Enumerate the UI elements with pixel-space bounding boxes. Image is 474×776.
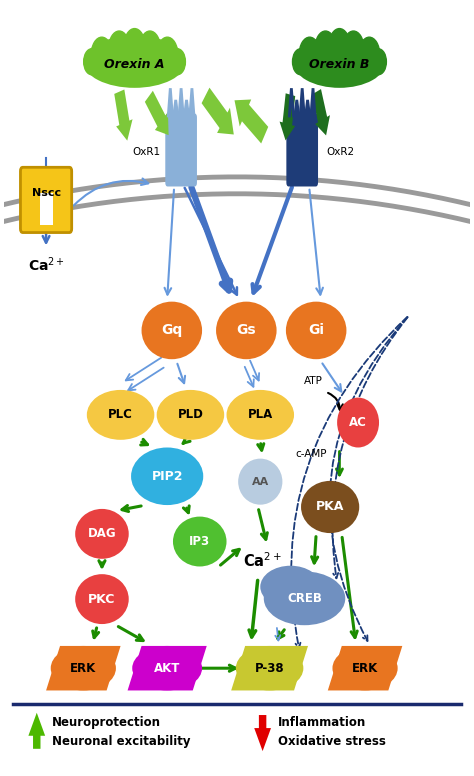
Text: PKC: PKC bbox=[88, 593, 116, 605]
Ellipse shape bbox=[87, 390, 155, 440]
Polygon shape bbox=[145, 91, 169, 135]
FancyBboxPatch shape bbox=[39, 193, 53, 225]
Polygon shape bbox=[46, 646, 120, 691]
Text: AC: AC bbox=[349, 416, 367, 429]
Ellipse shape bbox=[51, 646, 116, 691]
Ellipse shape bbox=[260, 566, 321, 608]
Polygon shape bbox=[280, 93, 295, 140]
Text: ERK: ERK bbox=[70, 662, 96, 674]
Text: Ca$^{2+}$: Ca$^{2+}$ bbox=[243, 552, 282, 570]
Polygon shape bbox=[311, 88, 315, 117]
Text: Orexin B: Orexin B bbox=[309, 58, 370, 71]
Polygon shape bbox=[231, 646, 308, 691]
Ellipse shape bbox=[83, 36, 186, 88]
Text: Inflammation: Inflammation bbox=[278, 716, 366, 729]
Ellipse shape bbox=[264, 571, 345, 625]
Text: ERK: ERK bbox=[352, 662, 378, 674]
Circle shape bbox=[109, 31, 129, 65]
Ellipse shape bbox=[132, 646, 202, 691]
Ellipse shape bbox=[177, 401, 220, 434]
Ellipse shape bbox=[332, 646, 398, 691]
Text: CREB: CREB bbox=[287, 592, 322, 605]
Polygon shape bbox=[201, 88, 234, 134]
Text: Gs: Gs bbox=[237, 324, 256, 338]
Text: ATP: ATP bbox=[304, 376, 323, 386]
Circle shape bbox=[91, 37, 112, 71]
Polygon shape bbox=[190, 88, 194, 117]
Ellipse shape bbox=[142, 302, 202, 359]
Polygon shape bbox=[184, 100, 189, 117]
Circle shape bbox=[84, 49, 100, 74]
Ellipse shape bbox=[131, 448, 203, 505]
FancyBboxPatch shape bbox=[20, 168, 72, 233]
Polygon shape bbox=[128, 646, 207, 691]
Text: Oxidative stress: Oxidative stress bbox=[278, 735, 386, 747]
Text: PKA: PKA bbox=[316, 501, 344, 514]
Text: AA: AA bbox=[252, 476, 269, 487]
Circle shape bbox=[299, 37, 320, 71]
Polygon shape bbox=[235, 99, 268, 144]
Polygon shape bbox=[173, 100, 178, 117]
Polygon shape bbox=[300, 88, 304, 117]
Ellipse shape bbox=[157, 390, 224, 440]
Text: Nscc: Nscc bbox=[31, 188, 61, 198]
Polygon shape bbox=[312, 89, 330, 136]
Circle shape bbox=[315, 31, 336, 65]
Ellipse shape bbox=[75, 574, 129, 624]
Ellipse shape bbox=[337, 397, 379, 448]
Circle shape bbox=[157, 37, 178, 71]
Text: Orexin A: Orexin A bbox=[104, 58, 165, 71]
Ellipse shape bbox=[238, 459, 283, 504]
Text: Neuroprotection: Neuroprotection bbox=[52, 716, 161, 729]
Polygon shape bbox=[254, 715, 271, 751]
Ellipse shape bbox=[293, 36, 386, 88]
Polygon shape bbox=[168, 88, 173, 117]
Polygon shape bbox=[295, 100, 299, 117]
Text: Gi: Gi bbox=[308, 324, 324, 338]
Text: Neuronal excitability: Neuronal excitability bbox=[52, 735, 191, 747]
Ellipse shape bbox=[230, 393, 277, 428]
Text: Ca$^{2+}$: Ca$^{2+}$ bbox=[27, 256, 64, 275]
Polygon shape bbox=[289, 88, 293, 117]
Text: OxR2: OxR2 bbox=[326, 147, 355, 158]
Ellipse shape bbox=[301, 481, 359, 533]
Text: c-AMP: c-AMP bbox=[296, 449, 327, 459]
Text: OxR1: OxR1 bbox=[132, 147, 160, 158]
Polygon shape bbox=[28, 712, 45, 749]
Polygon shape bbox=[179, 88, 183, 117]
Ellipse shape bbox=[236, 646, 303, 691]
Ellipse shape bbox=[107, 401, 151, 434]
Polygon shape bbox=[305, 100, 310, 117]
Polygon shape bbox=[114, 89, 133, 140]
Text: Gq: Gq bbox=[161, 324, 182, 338]
Polygon shape bbox=[328, 646, 402, 691]
Ellipse shape bbox=[75, 509, 129, 559]
Text: DAG: DAG bbox=[88, 528, 116, 540]
Text: P-38: P-38 bbox=[255, 662, 284, 674]
Ellipse shape bbox=[160, 393, 207, 428]
Circle shape bbox=[371, 49, 386, 74]
Text: IP3: IP3 bbox=[189, 535, 210, 548]
Ellipse shape bbox=[227, 390, 294, 440]
Circle shape bbox=[329, 29, 350, 63]
Circle shape bbox=[343, 31, 364, 65]
Ellipse shape bbox=[173, 517, 227, 566]
Text: PLA: PLA bbox=[247, 408, 273, 421]
Circle shape bbox=[170, 49, 185, 74]
Text: PIP2: PIP2 bbox=[151, 469, 183, 483]
Text: PLD: PLD bbox=[177, 408, 203, 421]
Circle shape bbox=[359, 37, 380, 71]
Text: AKT: AKT bbox=[154, 662, 180, 674]
Ellipse shape bbox=[90, 393, 137, 428]
Ellipse shape bbox=[286, 302, 346, 359]
Circle shape bbox=[139, 31, 160, 65]
FancyBboxPatch shape bbox=[165, 113, 197, 186]
Circle shape bbox=[292, 49, 308, 74]
Ellipse shape bbox=[246, 401, 291, 434]
Circle shape bbox=[124, 29, 145, 63]
Ellipse shape bbox=[216, 302, 277, 359]
FancyBboxPatch shape bbox=[286, 113, 318, 186]
Text: PLC: PLC bbox=[108, 408, 133, 421]
